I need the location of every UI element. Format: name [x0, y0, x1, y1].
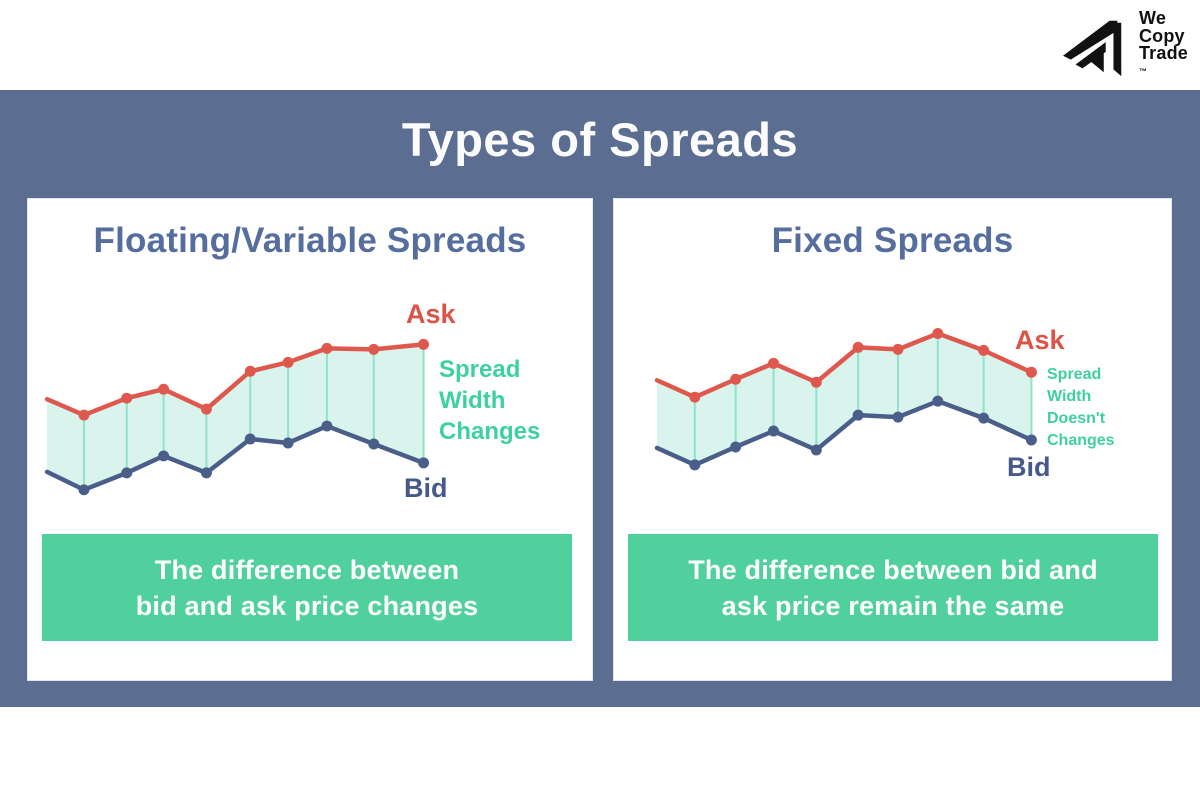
fixed-spread-chart — [654, 327, 1037, 471]
card-heading-floating: Floating/Variable Spreads — [93, 221, 527, 260]
ask-label: Ask — [1015, 325, 1065, 355]
card-fixed-spreads: Fixed Spreads Ask Spread Width Doesn't C… — [613, 198, 1172, 681]
bid-label: Bid — [404, 473, 448, 503]
top-white-bar: We Copy Trade ™ — [0, 0, 1200, 90]
bid-label: Bid — [1007, 452, 1051, 482]
card-floating-variable-spreads: Floating/Variable Spreads Ask Spread Wid… — [27, 198, 593, 681]
wecopytrade-logo: We Copy Trade ™ — [1061, 8, 1188, 84]
spread-width-changes-label: Spread Width Changes — [439, 356, 541, 445]
caption-floating-spreads: The difference between bid and ask price… — [42, 534, 572, 641]
floating-spread-chart — [44, 338, 430, 496]
logo-word-copy: Copy — [1138, 25, 1185, 46]
wecopytrade-logo-icon — [1062, 20, 1122, 77]
logo-word-trade: Trade ™ — [1138, 43, 1188, 76]
spread-width-doesnt-changes-label: Spread Width Doesn't Changes — [1047, 366, 1115, 449]
caption-fixed-spreads: The difference between bid and ask price… — [628, 534, 1158, 641]
card-heading-fixed: Fixed Spreads — [771, 221, 1014, 260]
ask-label: Ask — [406, 299, 456, 329]
logo-word-we: We — [1138, 8, 1167, 28]
main-title: Types of Spreads — [401, 113, 799, 166]
infographic-board: Types of Spreads Floating/Variable Sprea… — [0, 90, 1200, 707]
trademark-symbol: ™ — [1138, 66, 1148, 76]
wecopytrade-logo-text: We Copy Trade ™ — [1138, 8, 1188, 84]
